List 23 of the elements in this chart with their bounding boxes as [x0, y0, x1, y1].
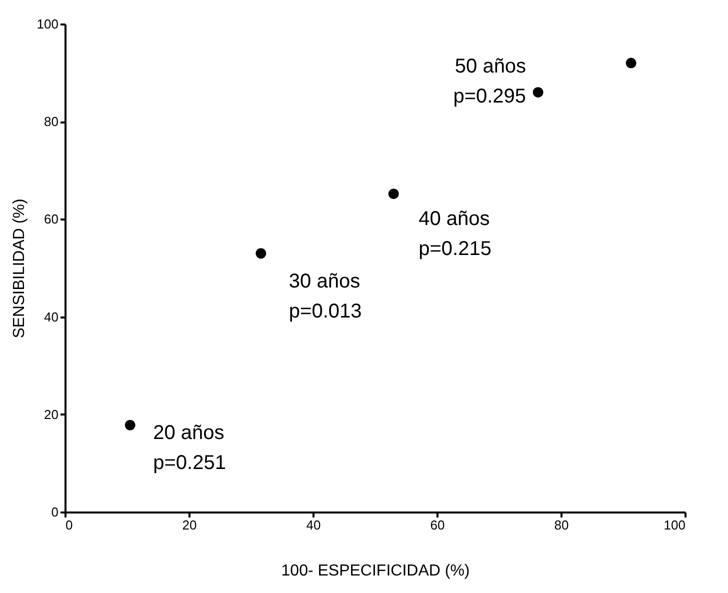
x-tick-label: 60 — [430, 518, 445, 532]
y-tick-label: 80 — [44, 114, 58, 130]
point — [532, 87, 544, 98]
x-tick-label: 0 — [66, 518, 73, 532]
x-tick-label: 40 — [306, 518, 321, 532]
y-axis-title: SENSIBILIDAD (%) — [10, 198, 28, 338]
y-tick-label: 40 — [44, 309, 58, 324]
annotation: 50 años p=0.295 — [453, 55, 526, 108]
y-tick-label: 60 — [44, 212, 58, 227]
point — [256, 248, 266, 259]
point — [388, 188, 399, 200]
point — [626, 58, 636, 68]
annotation: 40 años p=0.215 — [418, 208, 492, 260]
point — [124, 420, 136, 430]
annotation: 20 años p=0.251 — [153, 422, 226, 474]
y-tick-label: 0 — [51, 504, 58, 520]
x-tick-label: 80 — [554, 518, 569, 532]
annotation: 30 años p=0.013 — [288, 270, 362, 322]
y-tick-label: 100 — [36, 16, 58, 32]
y-tick-label: 20 — [44, 406, 58, 422]
x-tick-label: 20 — [182, 518, 197, 532]
x-tick-label: 100 — [664, 518, 686, 532]
x-axis-title: 100- ESPECIFICIDAD (%) — [281, 562, 470, 580]
